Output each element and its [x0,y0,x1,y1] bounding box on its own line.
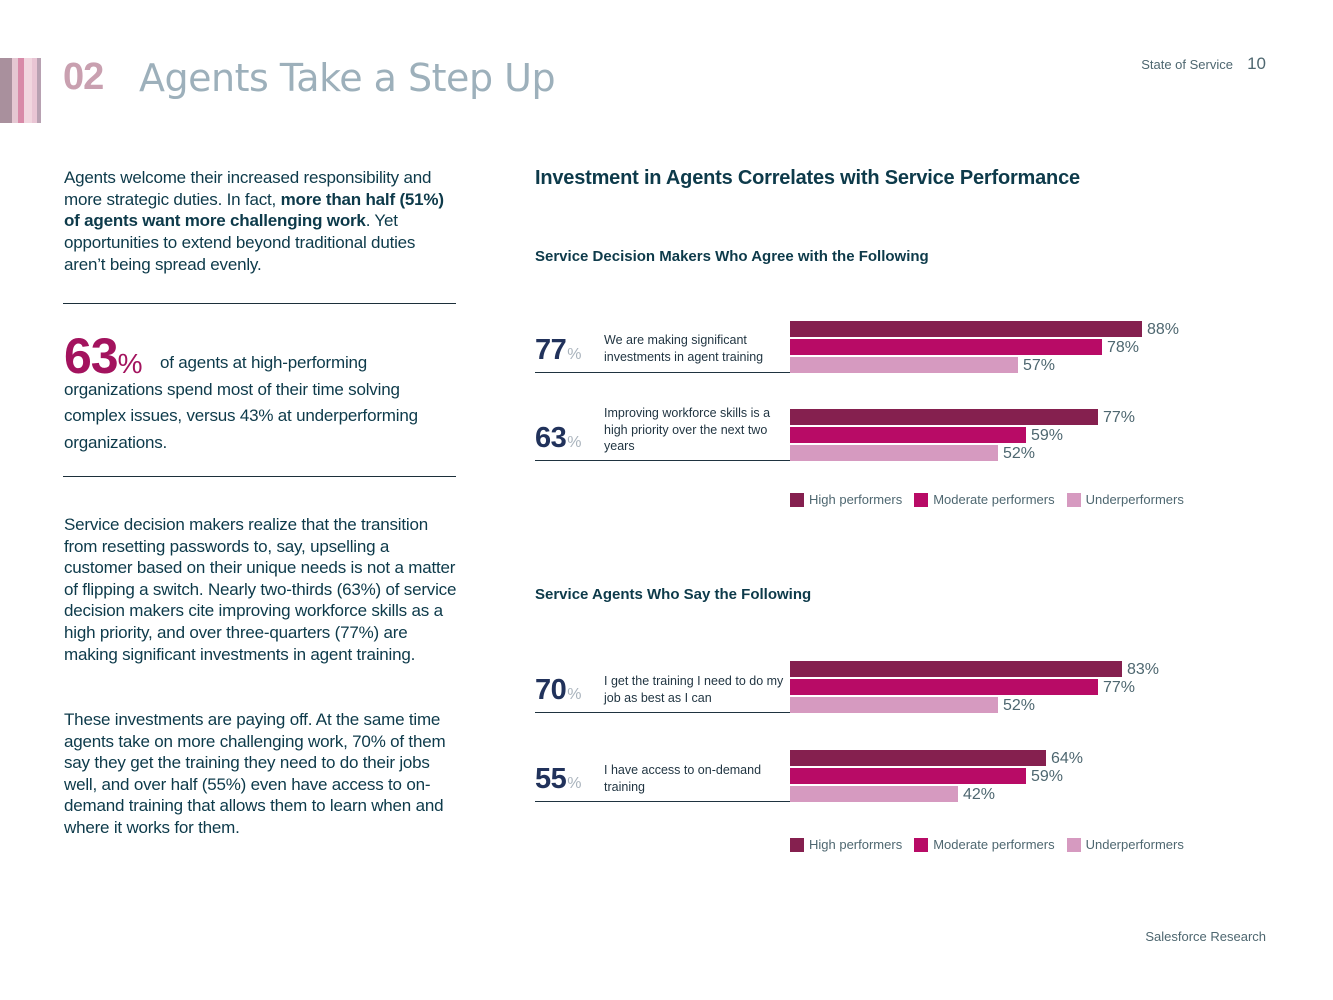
divider [63,476,456,477]
legend-swatch [914,492,929,507]
bar-value-label: 78% [1107,339,1140,356]
chart-title: Investment in Agents Correlates with Ser… [535,167,1080,189]
legend-item: Underperformers [1066,492,1184,507]
bar-value-label: 88% [1147,321,1180,338]
stat-percent-sign: % [117,348,143,379]
bar-underperformers [790,445,998,461]
legend-label: High performers [809,492,903,507]
page-title: Agents Take a Step Up [139,56,556,100]
divider [63,303,456,304]
overall-stat-percent: % [567,346,581,363]
intro-text: Agents welcome their increased responsib… [64,168,432,209]
stripe-bar [0,58,12,123]
bar-underperformers [790,786,958,802]
bar-value-label: 83% [1127,661,1160,678]
overall-stat-value: 77% [535,334,581,367]
stripe-bar [12,58,18,123]
legend-swatch [790,837,804,852]
bar-high-performers [790,750,1046,766]
category-rule [535,372,790,373]
legend-swatch [790,492,804,507]
legend-label: High performers [809,837,903,852]
bar-value-label: 42% [963,786,996,803]
intro-text-end: . Yet opportunities to extend beyond tra… [64,211,416,274]
overall-stat-number: 77 [535,334,567,366]
stripe-bar [37,58,41,123]
legend-item: High performers [790,837,902,852]
bar-value-label: 64% [1051,750,1084,767]
overall-stat-value: 63% [535,422,581,455]
bar-value-label: 59% [1031,768,1064,785]
bar-moderate-performers [790,427,1026,443]
overall-stat-number: 55 [535,763,567,795]
stripe-bar [32,58,37,123]
category-label: I get the training I need to do my job a… [604,674,784,705]
bar-moderate-performers [790,768,1026,784]
legend-swatch [1066,837,1081,852]
bar-underperformers [790,697,998,713]
bar-underperformers [790,357,1018,373]
running-head: State of Service [1141,57,1233,72]
bar-moderate-performers [790,679,1098,695]
stat-value: 63 [64,328,119,384]
category-rule [535,712,790,713]
intro-highlight: more than half (51%) of agents want more… [64,189,444,231]
legend-item: Moderate performers [914,837,1055,852]
overall-stat-value: 70% [535,674,581,707]
category-label: We are making significant investments in… [604,333,764,364]
bar-high-performers [790,409,1098,425]
chart-legend: High performers Moderate performers Underp… [790,492,1196,507]
bar-value-label: 59% [1031,427,1064,444]
category-rule [535,801,790,802]
body-paragraph: These investments are paying off. At the… [64,710,446,837]
legend-item: Underperformers [1066,837,1184,852]
overall-stat-percent: % [567,775,581,792]
body-paragraph: Service decision makers realize that the… [64,515,457,664]
bar-high-performers [790,661,1122,677]
legend-item: High performers [790,492,902,507]
chart-legend: High performers Moderate performers Underp… [790,837,1196,852]
bar-value-label: 77% [1103,679,1136,696]
intro-paragraph: Agents welcome their increased responsib… [64,167,459,276]
stat-callout: 63% [64,327,459,385]
stripe-bar [24,58,32,123]
page-number: 10 [1247,54,1266,73]
category-label: Improving workforce skills is a high pri… [604,406,771,453]
bar-value-label: 52% [1003,445,1036,462]
legend-label: Moderate performers [933,492,1055,507]
footer-credit: Salesforce Research [1145,929,1266,944]
legend-item: Moderate performers [914,492,1055,507]
legend-label: Underperformers [1085,837,1184,852]
category-label: I have access to on-demand training [604,763,762,794]
overall-stat-number: 70 [535,674,567,706]
overall-stat-number: 63 [535,422,567,454]
overall-stat-percent: % [567,686,581,703]
bar-value-label: 77% [1103,409,1136,426]
bar-moderate-performers [790,339,1102,355]
overall-stat-value: 55% [535,763,581,796]
legend-swatch [914,837,929,852]
section-number: 02 [63,56,104,98]
overall-stat-percent: % [567,434,581,451]
legend-swatch [1066,492,1081,507]
bar-value-label: 52% [1003,697,1036,714]
stripe-bar [18,58,24,123]
legend-label: Moderate performers [933,837,1055,852]
bar-high-performers [790,321,1142,337]
category-rule [535,460,790,461]
stat-description: of agents at high-performing organizatio… [64,353,418,452]
chart-subtitle: Service Decision Makers Who Agree with t… [535,248,929,265]
chart-subtitle: Service Agents Who Say the Following [535,586,812,603]
bar-value-label: 57% [1023,357,1056,374]
legend-label: Underperformers [1085,492,1184,507]
